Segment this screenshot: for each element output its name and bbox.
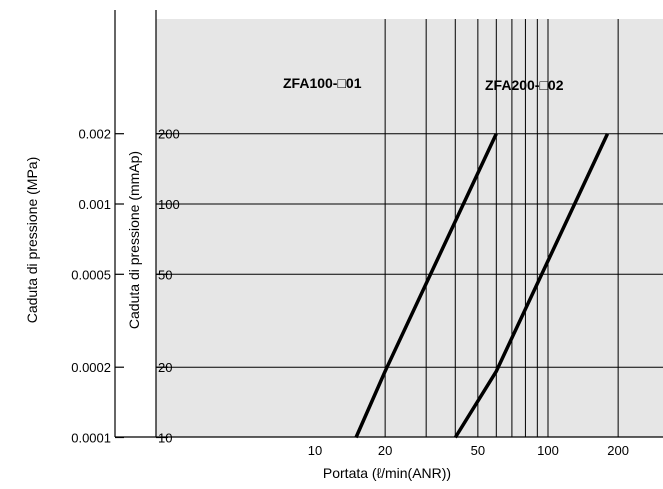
- mpa-tick-label: 0.001: [78, 197, 111, 212]
- y-axis-title-mpa: Caduta di pressione (MPa): [24, 157, 40, 324]
- series-label-zfa200: ZFA200-□02: [485, 77, 564, 93]
- mpa-ticks: 0.0001 0.0002 0.0005 0.001 0.002: [71, 127, 124, 446]
- series-label-zfa100: ZFA100-□01: [283, 75, 362, 91]
- mpa-tick-label: 0.0005: [71, 267, 111, 282]
- mmap-tick-label: 200: [158, 127, 180, 142]
- mpa-tick-label: 0.0002: [71, 360, 111, 375]
- mmap-tick-label: 20: [158, 360, 172, 375]
- horizontal-gridlines: [156, 133, 663, 368]
- mpa-tick-label: 0.002: [78, 127, 111, 142]
- x-tick-label: 200: [607, 443, 629, 458]
- x-tick-label: 10: [308, 443, 322, 458]
- series-lines: [354, 132, 610, 439]
- mmap-tick-label: 10: [158, 431, 172, 446]
- plot-background: [156, 19, 663, 437]
- x-tick-label: 50: [471, 443, 485, 458]
- series-line: [354, 132, 498, 439]
- mpa-tick-label: 0.0001: [71, 431, 111, 446]
- x-tick-labels: 10 50 100 200 20: [308, 443, 629, 458]
- x-tick-label: 20: [378, 443, 392, 458]
- mmap-tick-label: 50: [158, 267, 172, 282]
- y-axis-title-mmap: Caduta di pressione (mmAp): [126, 151, 142, 329]
- mmap-ticks: 10 20 50 100 200: [156, 127, 180, 446]
- x-tick-label: 100: [537, 443, 559, 458]
- x-axis-title: Portata (ℓ/min(ANR)): [323, 465, 451, 481]
- mmap-tick-label: 100: [158, 197, 180, 212]
- series-line: [453, 132, 610, 439]
